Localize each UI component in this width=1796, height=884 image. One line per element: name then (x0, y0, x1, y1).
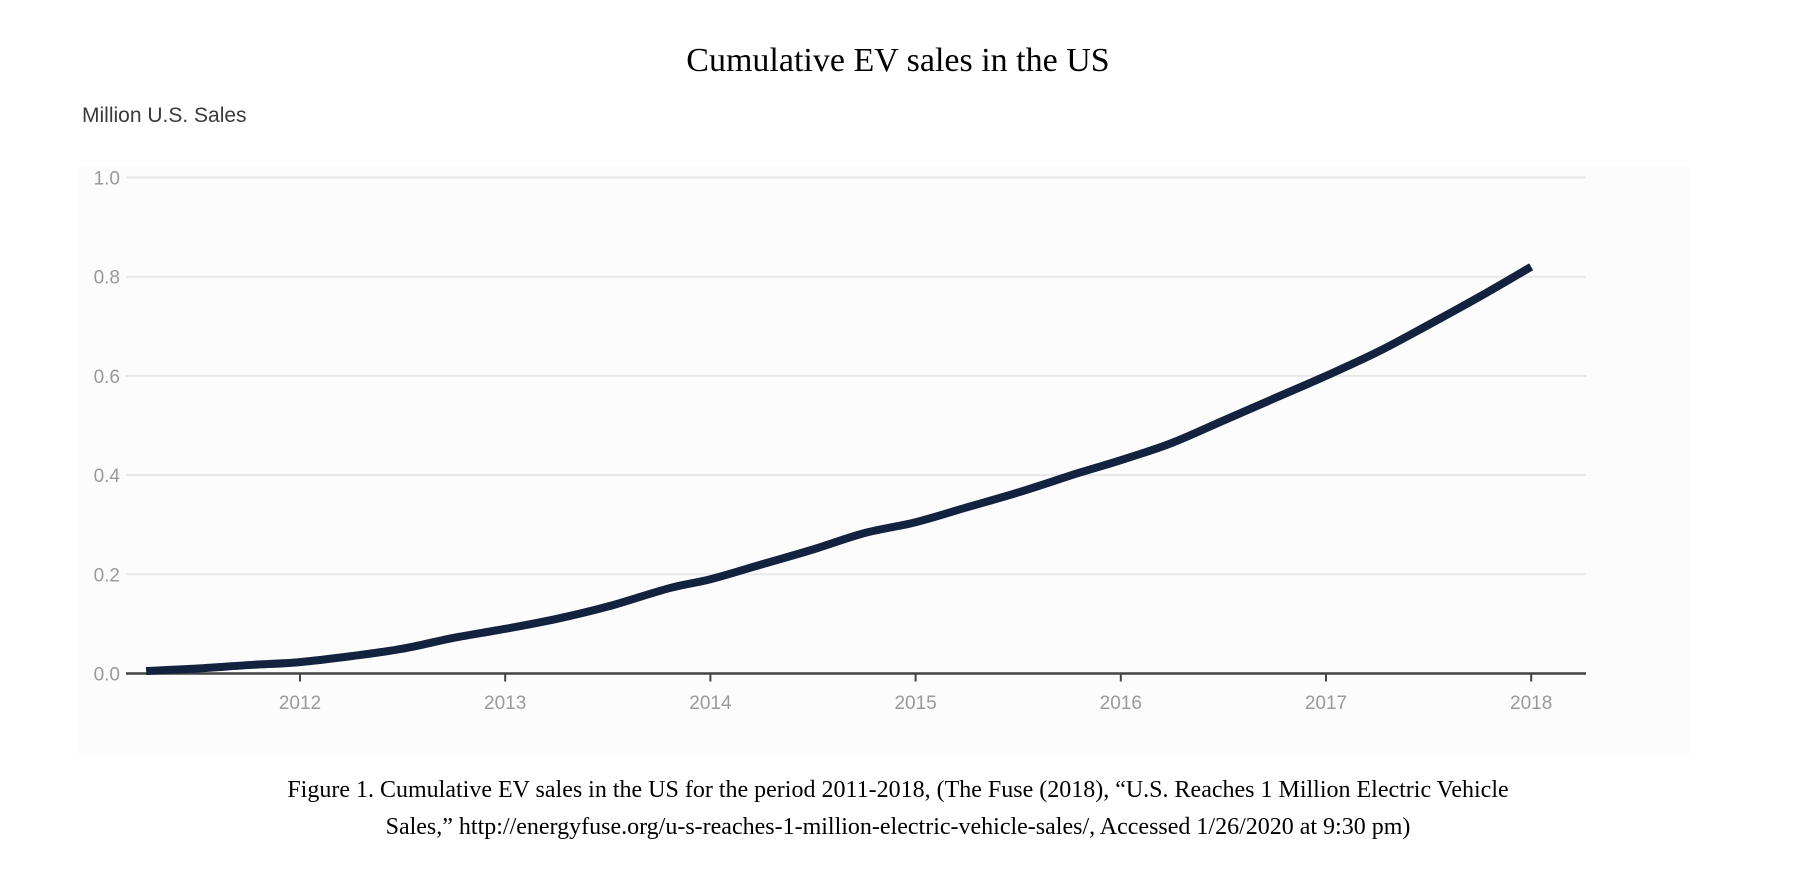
y-tick-label: 0.0 (94, 665, 120, 686)
y-tick-label: 0.4 (94, 466, 121, 487)
series-line (145, 263, 1534, 676)
x-tick-label: 2015 (894, 693, 936, 714)
x-tick-label: 2017 (1305, 693, 1347, 714)
x-tick-label: 2016 (1100, 693, 1142, 714)
figure-caption: Figure 1. Cumulative EV sales in the US … (0, 772, 1796, 846)
x-tick-label: 2013 (484, 693, 526, 714)
y-axis-label: Million U.S. Sales (82, 104, 247, 127)
y-tick-label: 0.6 (94, 367, 120, 388)
x-tick-label: 2012 (279, 693, 321, 714)
caption-line-1: Figure 1. Cumulative EV sales in the US … (287, 777, 1509, 803)
caption-line-2: Sales,” http://energyfuse.org/u-s-reache… (385, 814, 1411, 840)
y-tick-label: 0.2 (94, 565, 120, 586)
x-tick-label: 2018 (1510, 693, 1552, 714)
y-tick-label: 1.0 (94, 169, 120, 190)
x-tick-label: 2014 (689, 693, 732, 714)
chart-title: Cumulative EV sales in the US (686, 42, 1110, 79)
y-tick-label: 0.8 (94, 268, 120, 289)
